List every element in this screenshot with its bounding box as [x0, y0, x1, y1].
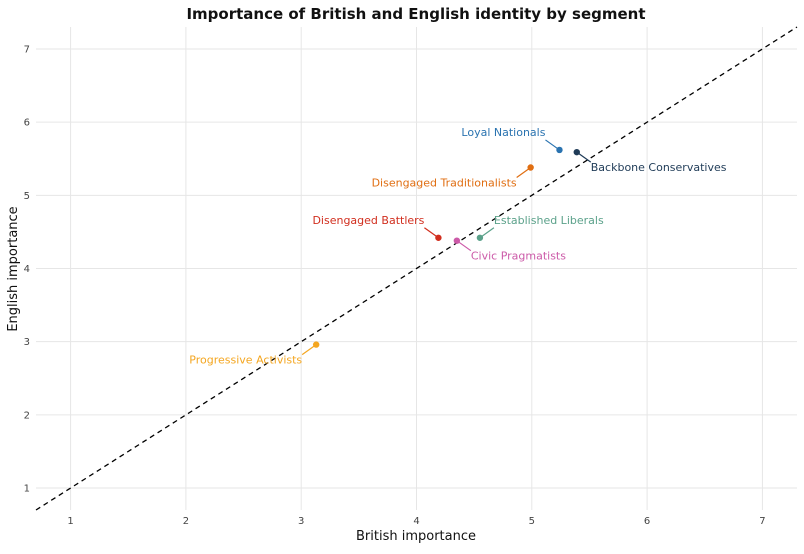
data-point: [476, 234, 484, 241]
point-label: Loyal Nationals: [461, 126, 545, 139]
point-label: Disengaged Traditionalists: [372, 177, 517, 190]
data-points: [312, 146, 580, 348]
x-tick-label: 7: [759, 516, 765, 527]
reference-line-layer: [35, 26, 798, 511]
x-tick-label: 1: [67, 516, 73, 527]
y-tick-label: 5: [24, 191, 30, 202]
x-tick-label: 2: [183, 516, 189, 527]
data-point: [312, 341, 320, 348]
data-point: [573, 148, 580, 156]
y-tick-label: 3: [24, 337, 30, 348]
data-point: [527, 164, 534, 171]
y-tick-label: 6: [24, 118, 30, 129]
point-labels: Loyal Nationals Backbone Conservatives Dis…: [189, 126, 726, 367]
grid-lines: [36, 27, 797, 510]
data-point: [556, 146, 563, 154]
y-tick-label: 7: [24, 44, 30, 55]
x-tick-label: 3: [298, 516, 304, 527]
x-tick-label: 6: [644, 516, 650, 527]
point-label: Disengaged Battlers: [312, 214, 424, 227]
chart-title: Importance of British and English identi…: [186, 5, 645, 23]
tick-labels: 1 2 3 4 5 6 7 1 2 3 4 5 6 7: [24, 44, 766, 527]
reference-diagonal-line: [35, 26, 798, 511]
data-point: [453, 237, 461, 244]
label-connectors: [301, 139, 592, 356]
x-axis-title: British importance: [356, 529, 476, 544]
y-tick-label: 4: [24, 264, 30, 275]
y-tick-label: 1: [24, 484, 30, 495]
point-label: Backbone Conservatives: [591, 161, 727, 174]
data-point: [435, 234, 442, 241]
point-label: Progressive Activists: [189, 354, 302, 367]
y-tick-label: 2: [24, 410, 30, 421]
point-label: Civic Pragmatists: [471, 250, 566, 263]
point-label: Established Liberals: [494, 214, 604, 227]
x-tick-label: 5: [529, 516, 535, 527]
x-tick-label: 4: [413, 516, 419, 527]
y-axis-title: English importance: [6, 206, 21, 331]
